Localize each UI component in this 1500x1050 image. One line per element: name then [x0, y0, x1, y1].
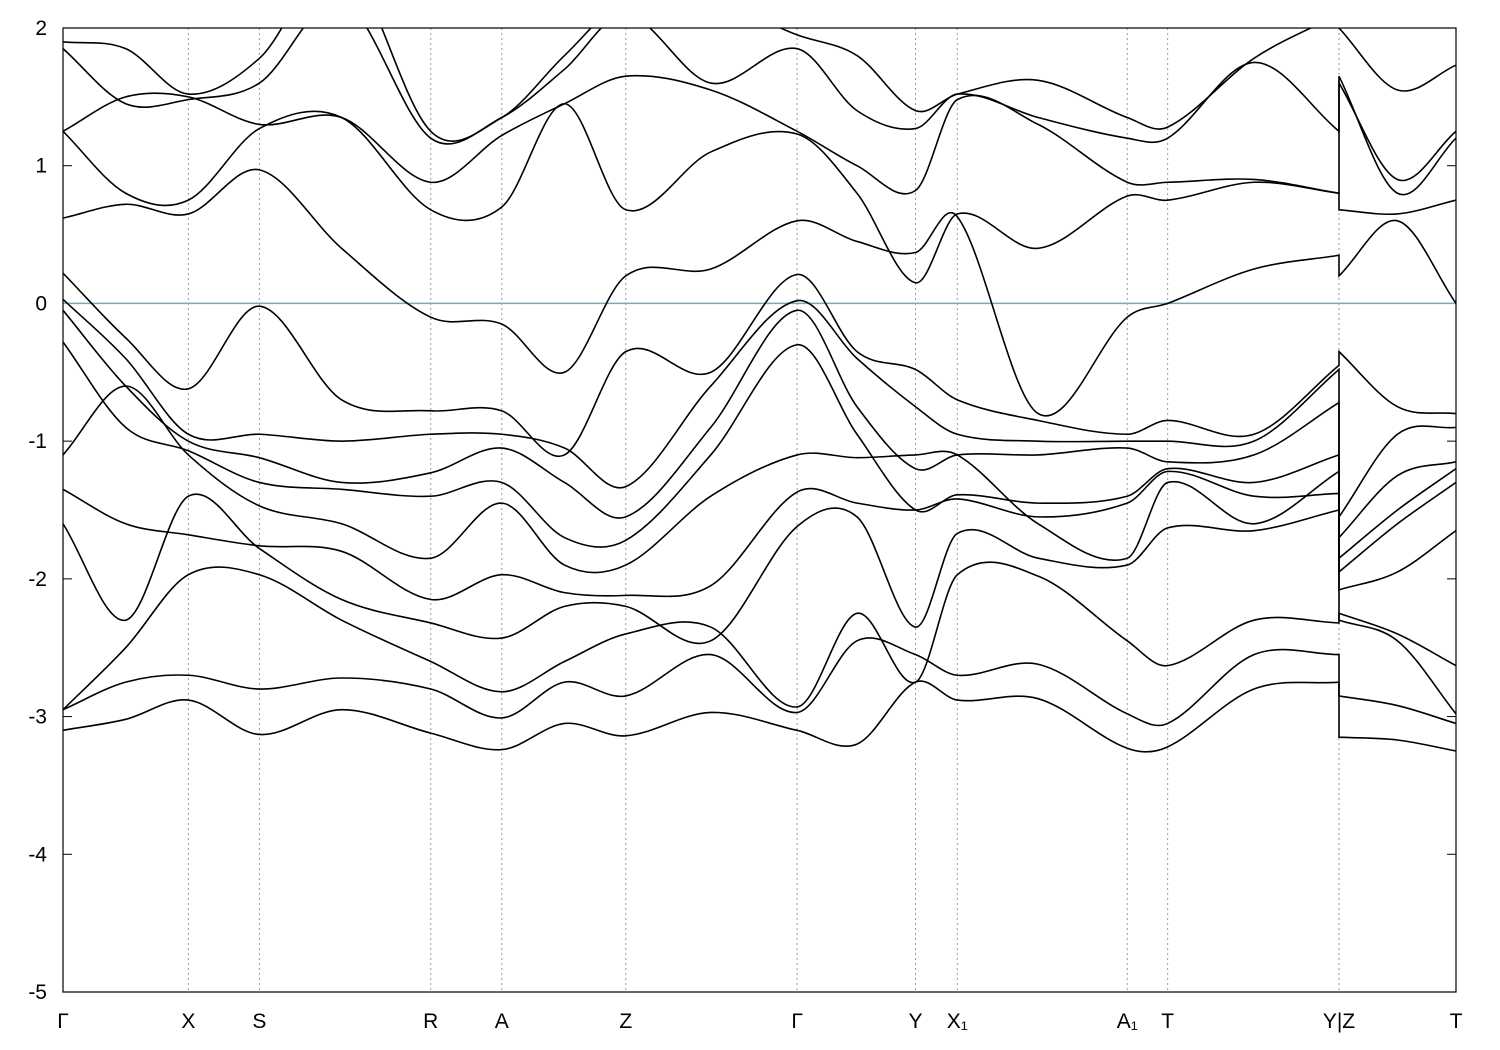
x-tick-label: S	[252, 1010, 266, 1033]
x-tick-label: T	[1161, 1010, 1174, 1033]
y-tick-label: 0	[35, 292, 47, 315]
band-line	[63, 272, 1456, 458]
band-line	[63, 493, 1456, 715]
band-line	[63, 309, 1456, 540]
y-tick-label: -1	[28, 430, 47, 453]
band-line	[63, 385, 1456, 574]
x-tick-label: X₁	[947, 1010, 968, 1033]
band-line	[63, 637, 1456, 727]
y-tick-label: -5	[28, 981, 47, 1004]
band-line	[63, 298, 1456, 520]
x-tick-label: Y	[909, 1010, 923, 1033]
x-tick-label: Γ	[791, 1010, 803, 1033]
x-tick-label: A	[495, 1010, 509, 1033]
x-tick-label: Γ	[57, 1010, 69, 1033]
y-tick-label: -3	[28, 706, 47, 729]
band-line	[63, 561, 1456, 711]
x-tick-label: Y|Z	[1323, 1010, 1355, 1033]
x-tick-label: X	[181, 1010, 195, 1033]
y-tick-label: -2	[28, 568, 47, 591]
band-line	[63, 74, 1456, 196]
plot-frame	[62, 27, 1457, 993]
band-line	[63, 28, 1456, 142]
y-tick-label: 2	[35, 17, 47, 40]
band-line	[63, 341, 1456, 560]
x-tick-label: A₁	[1117, 1010, 1138, 1033]
band-line	[63, 470, 1456, 601]
plot-area	[63, 28, 1456, 753]
band-line	[63, 102, 1456, 284]
band-line	[63, 680, 1456, 753]
band-line	[63, 168, 1456, 417]
y-tick-label: -4	[28, 843, 47, 866]
x-tick-label: R	[423, 1010, 438, 1033]
x-tick-label: Z	[619, 1010, 632, 1033]
x-tick-label: T	[1450, 1010, 1463, 1033]
y-tick-label: 1	[35, 155, 47, 178]
